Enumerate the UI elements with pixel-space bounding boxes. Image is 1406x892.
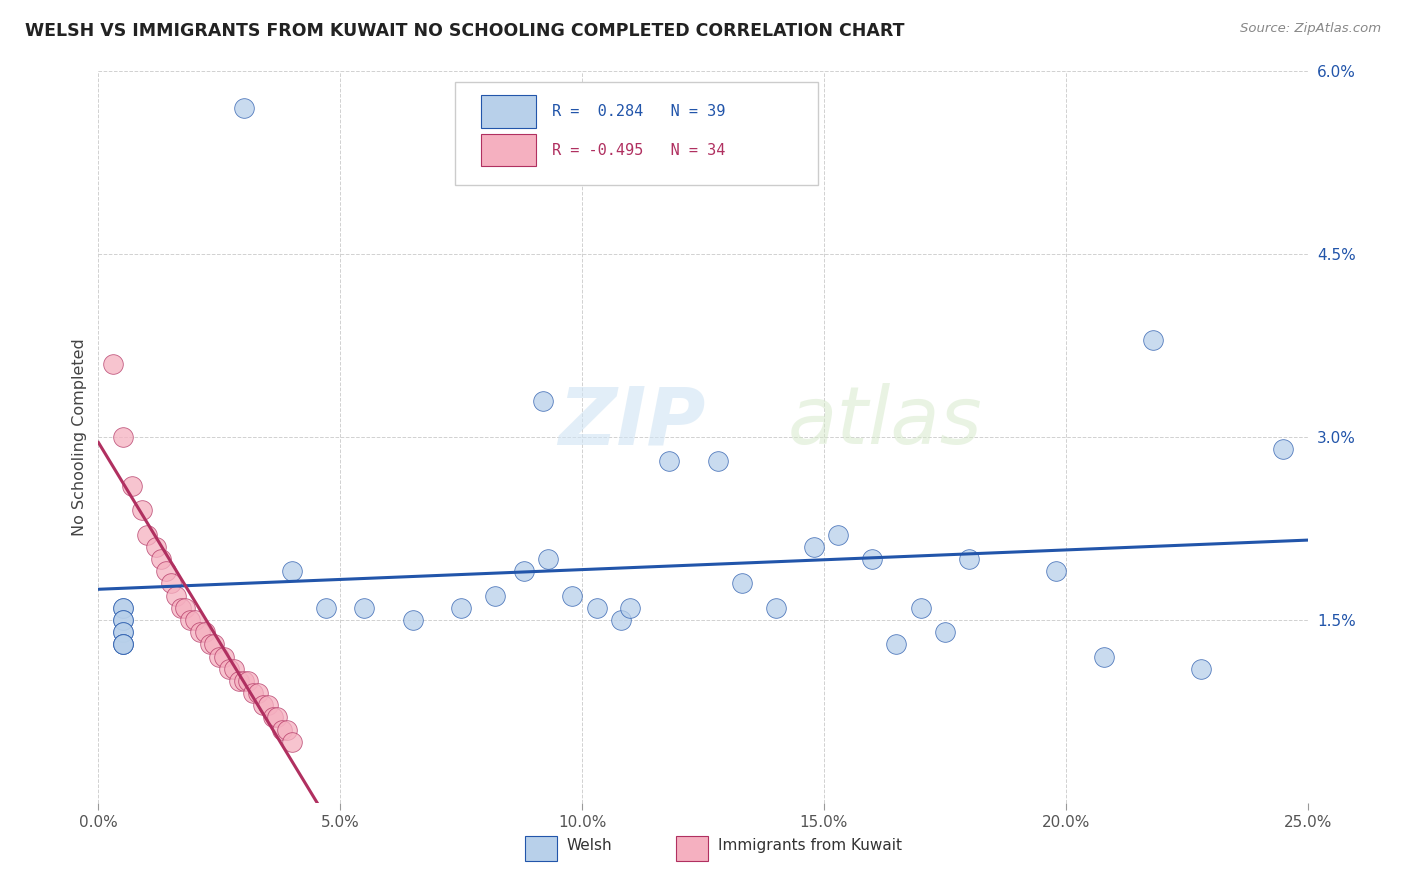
Point <box>184 613 207 627</box>
Point <box>450 600 472 615</box>
Point <box>353 600 375 615</box>
Point <box>204 637 226 651</box>
Point <box>111 600 134 615</box>
Text: Welsh: Welsh <box>567 838 612 854</box>
Y-axis label: No Schooling Completed: No Schooling Completed <box>72 338 87 536</box>
Point <box>1142 333 1164 347</box>
Point <box>111 637 134 651</box>
Point <box>619 600 641 615</box>
FancyBboxPatch shape <box>456 82 818 185</box>
FancyBboxPatch shape <box>481 135 536 167</box>
Point <box>111 637 134 651</box>
Point <box>135 527 157 541</box>
Point <box>111 613 134 627</box>
Point <box>179 613 201 627</box>
Point <box>111 430 134 444</box>
Point <box>188 625 211 640</box>
Point <box>827 527 849 541</box>
Point <box>155 564 177 578</box>
Point <box>658 454 681 468</box>
Point <box>238 673 260 688</box>
Point <box>247 686 270 700</box>
Point <box>561 589 583 603</box>
Point <box>281 564 304 578</box>
Point <box>537 552 560 566</box>
Text: R =  0.284   N = 39: R = 0.284 N = 39 <box>551 104 725 120</box>
Point <box>315 600 337 615</box>
Point <box>232 101 254 115</box>
FancyBboxPatch shape <box>526 836 557 861</box>
Point <box>402 613 425 627</box>
Point <box>513 564 536 578</box>
Point <box>886 637 908 651</box>
Point <box>131 503 153 517</box>
Point <box>910 600 932 615</box>
Point <box>803 540 825 554</box>
Point <box>765 600 787 615</box>
Point <box>531 393 554 408</box>
Point <box>212 649 235 664</box>
FancyBboxPatch shape <box>676 836 707 861</box>
Point <box>150 552 173 566</box>
Point <box>731 576 754 591</box>
Point <box>101 357 124 371</box>
Point <box>585 600 607 615</box>
Point <box>610 613 633 627</box>
Point <box>1272 442 1295 457</box>
Text: WELSH VS IMMIGRANTS FROM KUWAIT NO SCHOOLING COMPLETED CORRELATION CHART: WELSH VS IMMIGRANTS FROM KUWAIT NO SCHOO… <box>25 22 905 40</box>
Point <box>252 698 274 713</box>
Point <box>194 625 217 640</box>
Point <box>860 552 883 566</box>
Point <box>121 479 143 493</box>
Text: ZIP: ZIP <box>558 384 706 461</box>
Point <box>111 625 134 640</box>
Point <box>218 662 240 676</box>
Point <box>222 662 245 676</box>
Text: atlas: atlas <box>787 384 983 461</box>
Point <box>1189 662 1212 676</box>
Point <box>145 540 167 554</box>
Point <box>165 589 187 603</box>
Text: Immigrants from Kuwait: Immigrants from Kuwait <box>717 838 901 854</box>
Point <box>111 600 134 615</box>
Point <box>281 735 304 749</box>
Point <box>232 673 254 688</box>
Text: R = -0.495   N = 34: R = -0.495 N = 34 <box>551 143 725 158</box>
Text: Source: ZipAtlas.com: Source: ZipAtlas.com <box>1240 22 1381 36</box>
FancyBboxPatch shape <box>481 95 536 128</box>
Point <box>276 723 298 737</box>
Point <box>174 600 197 615</box>
Point <box>271 723 294 737</box>
Point <box>262 710 284 724</box>
Point <box>266 710 288 724</box>
Point <box>198 637 221 651</box>
Point <box>111 613 134 627</box>
Point <box>706 454 728 468</box>
Point <box>111 637 134 651</box>
Point <box>1045 564 1067 578</box>
Point <box>208 649 231 664</box>
Point <box>111 625 134 640</box>
Point <box>256 698 278 713</box>
Point <box>228 673 250 688</box>
Point <box>484 589 506 603</box>
Point <box>160 576 183 591</box>
Point <box>169 600 191 615</box>
Point <box>242 686 264 700</box>
Point <box>1094 649 1116 664</box>
Point <box>934 625 956 640</box>
Point <box>957 552 980 566</box>
